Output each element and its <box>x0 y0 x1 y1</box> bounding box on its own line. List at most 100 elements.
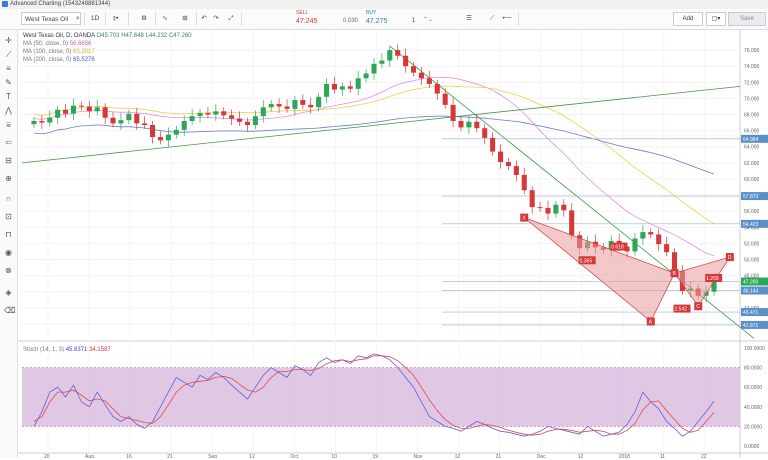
candle-body <box>78 105 84 107</box>
interval-select[interactable]: 1D <box>90 15 100 22</box>
candle-body <box>450 104 456 121</box>
candle-body <box>640 232 646 239</box>
trendline-icon[interactable]: ⟋ <box>5 50 12 59</box>
time-tick-label: 20 <box>44 454 50 458</box>
price-tick-label: 54.000 <box>744 225 760 231</box>
candles-style-icon[interactable]: ⫾▾ <box>113 15 119 22</box>
price-chart-svg[interactable]: X A B C D 0.618 0.365 1.269 2.542 76.000 74.000 72… <box>18 30 768 460</box>
compare-icon[interactable]: ⊞ <box>182 15 188 22</box>
lock-drawing-icon[interactable]: ⊡ <box>5 212 12 221</box>
back-arrow-icon[interactable]: ⇦ <box>5 138 12 147</box>
candle-body <box>142 123 148 125</box>
save-button[interactable]: Save <box>728 12 766 26</box>
candle-body <box>521 174 527 191</box>
price-label-box <box>741 219 768 228</box>
redo-icon[interactable]: ↷ <box>213 15 219 22</box>
trash-icon[interactable]: ⌫ <box>4 306 16 315</box>
pattern-point-label: C <box>696 304 700 310</box>
stoch-tick-label: 80.0000 <box>744 366 762 372</box>
layers-icon[interactable]: ◈ <box>5 288 12 297</box>
buy-label: BUY <box>366 10 377 16</box>
text-tool-icon[interactable]: T <box>6 92 11 101</box>
price-label-box <box>741 320 768 329</box>
quantity-input[interactable]: 1 <box>412 18 416 24</box>
measure-icon[interactable]: ⊟ <box>5 156 12 165</box>
chart-area[interactable]: X A B C D 0.618 0.365 1.269 2.542 76.000 74.000 72… <box>18 30 768 460</box>
candle-body <box>442 93 448 105</box>
buy-price-button[interactable]: 47.275 <box>366 18 388 25</box>
horizontal-line-icon[interactable]: ≡ <box>6 64 11 73</box>
crosshair-icon[interactable]: ✛ <box>5 36 12 45</box>
search-icon[interactable]: ⌕ <box>76 15 80 22</box>
ratio-label: 0.618 <box>611 245 624 251</box>
candle-body <box>656 234 662 245</box>
price-label-box <box>741 286 768 295</box>
stoch-tick-label: 60.0000 <box>744 385 762 391</box>
stoch-tick-label: 20.0000 <box>744 424 762 430</box>
sell-price-button[interactable]: 47.245 <box>296 18 318 25</box>
chart-list-icon[interactable]: ☰ <box>466 15 472 22</box>
time-tick-label: 21 <box>496 454 502 458</box>
moving-averages <box>33 76 715 257</box>
link-icon[interactable]: ⊗ <box>5 266 12 275</box>
time-tick-label: 12 <box>578 454 584 458</box>
price-label-text: 54.423 <box>743 222 759 228</box>
layout-grid-icon[interactable]: ▢▾ <box>706 12 726 26</box>
candle-body <box>490 137 496 152</box>
stoch-legend: Stoch (14, 1, 3) 45.8371 34.1587 <box>23 347 111 353</box>
eye-icon[interactable]: ◉ <box>5 248 12 257</box>
candle-body <box>165 134 171 141</box>
candle-body <box>118 120 124 124</box>
price-tick-label: 60.000 <box>744 177 760 183</box>
stoch-tick-label: 0.0000 <box>744 444 760 450</box>
add-layout-select[interactable]: Add <box>673 12 703 26</box>
candle-body <box>434 83 440 94</box>
price-label-text: 47.260 <box>743 280 759 286</box>
ma200-line <box>33 115 715 175</box>
settings-gear-icon[interactable]: ⚙ <box>141 15 147 22</box>
price-label-box <box>741 308 768 317</box>
candle-body <box>371 63 377 74</box>
candle-body <box>47 117 53 123</box>
fibonacci-icon[interactable]: ⩸ <box>6 120 11 129</box>
lock-icon[interactable]: ⊓ <box>5 230 12 239</box>
fullscreen-icon[interactable]: ⤢ <box>228 15 234 22</box>
magnet-icon[interactable]: ∩ <box>5 194 12 203</box>
zoom-icon[interactable]: ⊕ <box>5 174 12 183</box>
pattern-xab <box>524 217 675 323</box>
ratio-label: 0.365 <box>580 258 593 264</box>
candle-body <box>513 166 519 175</box>
price-tick-label: 66.000 <box>744 129 760 135</box>
quantity-stepper-icon[interactable]: ⌃⌄ <box>423 17 434 23</box>
price-label-text: 64.984 <box>743 137 759 143</box>
price-tick-label: 70.000 <box>744 96 760 102</box>
candle-body <box>497 151 504 163</box>
arrow-tool-icon[interactable]: ⟵ <box>502 15 512 22</box>
price-label-text: 43.471 <box>743 310 759 316</box>
candle-body <box>569 210 575 236</box>
time-tick-label: Oct <box>290 454 298 458</box>
price-label-text: 41.871 <box>743 323 759 329</box>
brush-icon[interactable]: ✎ <box>5 78 12 87</box>
pattern-point-box <box>520 213 529 222</box>
price-tick-label: 64.000 <box>744 145 760 151</box>
pattern-icon[interactable]: ⋀ <box>5 106 12 115</box>
candle-body <box>418 72 424 79</box>
candle-body <box>648 232 654 235</box>
undo-icon[interactable]: ↶ <box>201 15 207 22</box>
symbol-search-input[interactable]: West Texas Oil <box>21 12 81 25</box>
candle-body <box>363 73 369 79</box>
candle-body <box>284 106 290 109</box>
candle-body <box>561 204 567 211</box>
candle-body <box>268 104 274 108</box>
candle-body <box>632 238 638 252</box>
indicators-icon[interactable]: ∿ <box>162 15 168 22</box>
candle-body <box>134 113 140 124</box>
candle-body <box>671 252 678 271</box>
sell-buy-panel: SELL 47.245 0.030 BUY 47.275 1 ⌃⌄ <box>288 9 433 29</box>
candle-body <box>387 50 393 61</box>
ratio-box <box>705 273 723 282</box>
ratio-label: 1.269 <box>706 276 719 282</box>
pattern-point-label: A <box>649 319 653 325</box>
line-tool-icon[interactable]: ⟋ <box>489 15 495 22</box>
